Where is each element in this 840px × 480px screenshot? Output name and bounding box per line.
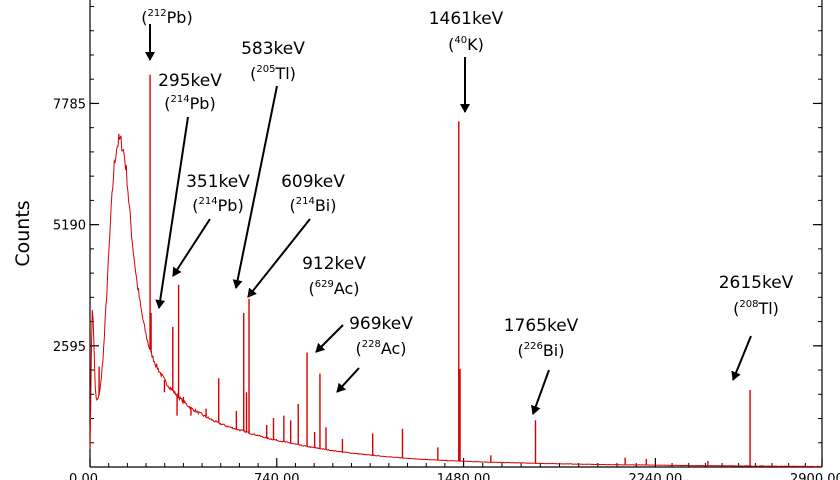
y-tick-label: 2595 bbox=[53, 340, 86, 355]
annotation-energy: 1461keV bbox=[429, 9, 504, 29]
annotation-nuclide: (214Pb) bbox=[164, 94, 215, 113]
x-tick-label: 1480.00 bbox=[437, 472, 491, 480]
spectrum-continuum bbox=[89, 133, 822, 468]
chart-ticks: 2595 5190 7785 0.00 740.00 1480.00 2240.00 2900… bbox=[53, 5, 840, 480]
annotation-arrow bbox=[172, 218, 211, 277]
peak-annotation: 1765keV (226Bi) bbox=[504, 316, 579, 415]
annotation-energy: 583keV bbox=[241, 39, 305, 59]
chart-axes bbox=[89, 0, 823, 468]
y-tick-label: 5190 bbox=[53, 219, 86, 234]
annotation-nuclide: (212Pb) bbox=[141, 8, 192, 27]
annotation-nuclide: (40K) bbox=[448, 35, 484, 54]
annotation-energy: 912keV bbox=[302, 254, 366, 274]
annotation-energy: 2615keV bbox=[719, 273, 794, 293]
y-axis-label: Counts bbox=[12, 200, 34, 266]
annotation-energy: 969keV bbox=[349, 314, 413, 334]
annotation-nuclide: (208Tl) bbox=[733, 299, 779, 318]
x-tick-label: 2900.00 bbox=[790, 472, 840, 480]
x-tick-label: 740.00 bbox=[254, 472, 300, 480]
annotation-nuclide: (226Bi) bbox=[517, 341, 564, 360]
peak-annotation: 1461keV (40K) bbox=[429, 9, 504, 113]
annotation-nuclide: (214Bi) bbox=[289, 196, 336, 215]
peak-annotation: 609keV (214Bi) bbox=[247, 172, 345, 298]
annotation-arrow bbox=[336, 367, 360, 393]
annotation-nuclide: (228Ac) bbox=[355, 339, 406, 358]
annotation-arrow bbox=[531, 369, 550, 415]
peak-annotation: 2615keV (208Tl) bbox=[719, 273, 794, 381]
spectrum-series bbox=[89, 74, 822, 468]
peak-annotation: 969keV (228Ac) bbox=[315, 314, 413, 358]
x-tick-label: 0.00 bbox=[69, 472, 98, 480]
annotation-arrow bbox=[315, 324, 344, 353]
annotation-nuclide: (205Tl) bbox=[250, 64, 296, 83]
peak-annotation: 351keV (214Pb) bbox=[172, 172, 250, 277]
annotation-energy: 609keV bbox=[281, 172, 345, 192]
peak-annotation: 912keV (629Ac) bbox=[302, 254, 366, 298]
peak-annotation: (212Pb) bbox=[141, 8, 193, 61]
annotation-nuclide: (629Ac) bbox=[308, 279, 359, 298]
peak-annotations: (212Pb) 295keV (214Pb) 583keV (205Tl) 351keV (… bbox=[141, 8, 794, 415]
y-tick-label: 7785 bbox=[53, 97, 86, 112]
annotation-arrow bbox=[232, 85, 278, 289]
annotation-energy: 351keV bbox=[186, 172, 250, 192]
x-tick-label: 2240.00 bbox=[629, 472, 683, 480]
annotation-nuclide: (214Pb) bbox=[192, 196, 243, 215]
annotation-energy: 295keV bbox=[158, 71, 222, 91]
annotation-arrow bbox=[155, 116, 189, 309]
peak-annotation: 295keV (214Pb) bbox=[155, 71, 222, 309]
annotation-arrow bbox=[247, 218, 311, 298]
annotation-energy: 1765keV bbox=[504, 316, 579, 336]
peak-annotation: 583keV (205Tl) bbox=[232, 39, 305, 289]
annotation-arrow bbox=[731, 335, 752, 381]
